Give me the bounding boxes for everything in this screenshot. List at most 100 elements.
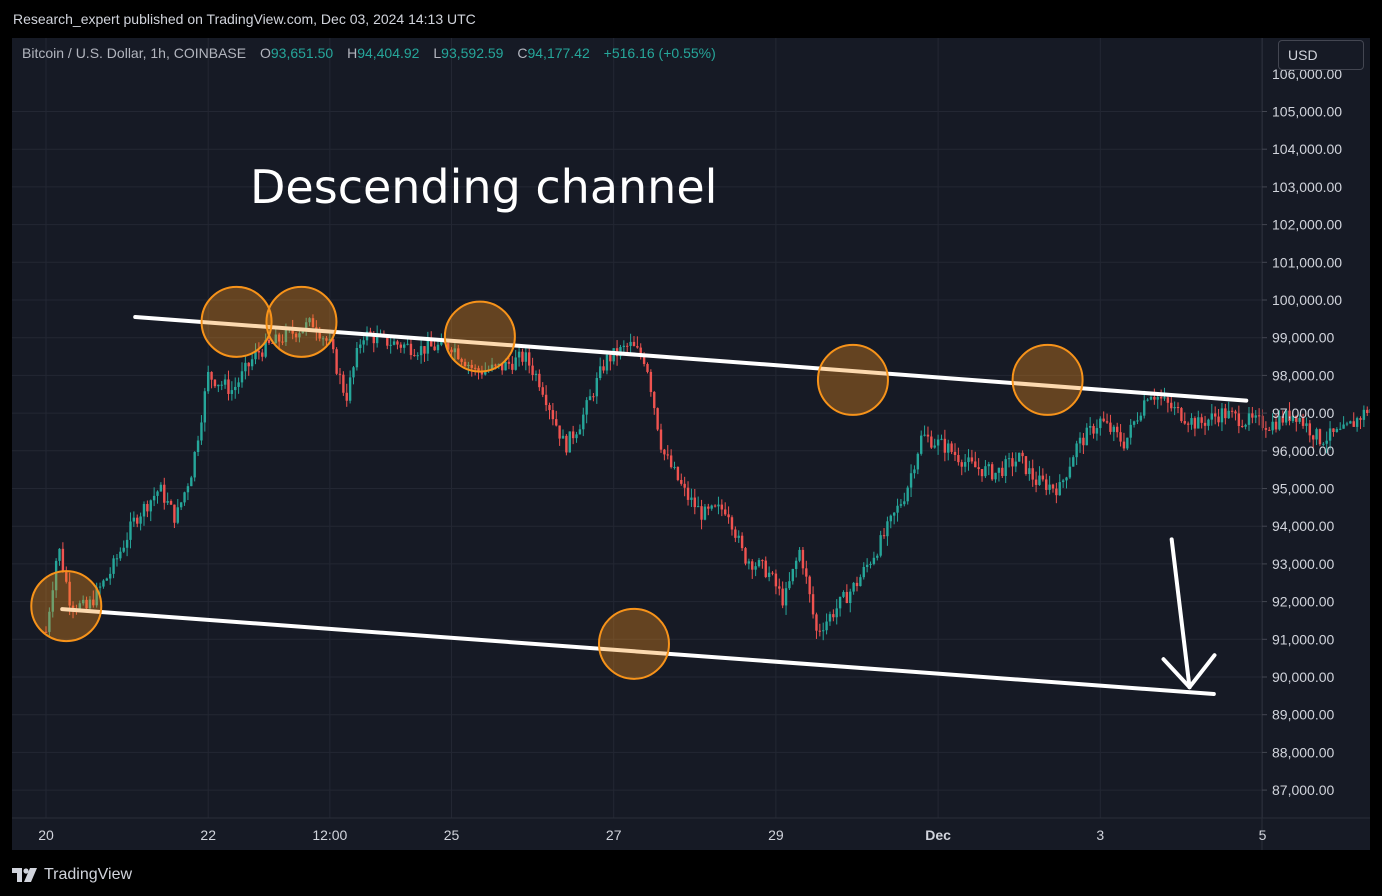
candle <box>436 341 440 354</box>
candle <box>342 371 345 396</box>
candle <box>778 578 781 596</box>
candle <box>1085 423 1088 446</box>
candle <box>406 338 409 346</box>
candle <box>686 481 690 506</box>
candle <box>653 390 656 415</box>
candle <box>1203 415 1207 435</box>
candle <box>852 581 855 595</box>
candle <box>1339 422 1342 431</box>
candle <box>1241 419 1244 428</box>
candle <box>359 339 362 354</box>
time-tick-label: 5 <box>1259 827 1267 843</box>
touch-circle-4 <box>443 300 516 373</box>
candle <box>1366 406 1369 416</box>
candle <box>832 609 835 622</box>
candle <box>129 512 132 549</box>
candle <box>149 499 152 522</box>
publish-info: Research_expert published on TradingView… <box>13 11 476 27</box>
candle <box>690 488 693 507</box>
candle <box>1342 416 1345 429</box>
candle <box>61 542 65 573</box>
candle <box>808 575 811 603</box>
candle <box>798 547 801 563</box>
candle <box>1200 413 1203 429</box>
candle <box>957 447 960 466</box>
candle <box>1210 403 1214 426</box>
tradingview-logo[interactable]: TradingView <box>12 866 132 884</box>
candle <box>899 499 903 508</box>
price-tick-label: 99,000.00 <box>1272 330 1334 346</box>
candle <box>531 357 534 381</box>
candle <box>612 348 615 365</box>
candle <box>578 424 582 435</box>
candle <box>1268 426 1271 432</box>
candle <box>1068 457 1072 479</box>
candle <box>1146 398 1149 402</box>
candle <box>818 623 822 637</box>
candle <box>845 584 849 604</box>
candle <box>960 459 963 476</box>
candle <box>815 612 818 639</box>
candle <box>362 336 365 353</box>
candle <box>345 383 348 407</box>
candle <box>730 515 734 536</box>
candle <box>1345 421 1349 427</box>
candle <box>264 333 267 359</box>
candle <box>1359 416 1362 430</box>
grid <box>12 38 1263 818</box>
candle <box>1318 428 1322 447</box>
candle <box>1274 413 1278 433</box>
candle <box>44 626 48 634</box>
candle <box>186 483 190 501</box>
candle <box>1183 412 1186 425</box>
candle <box>767 566 771 582</box>
time-tick-label: 29 <box>768 827 784 843</box>
open-label: O <box>259 45 271 61</box>
candle <box>176 499 179 525</box>
price-axis[interactable]: 87,000.00 88,000.00 89,000.00 90,000.00 91,0… <box>1261 38 1342 850</box>
candle <box>352 366 355 385</box>
touch-circle-5 <box>597 607 670 680</box>
candle <box>1244 423 1247 430</box>
candle <box>872 551 876 566</box>
candle <box>190 475 193 487</box>
candle <box>203 387 207 432</box>
open-value: 93,651.50 <box>270 45 334 61</box>
candle <box>761 559 764 569</box>
candles <box>44 314 1370 641</box>
candle <box>592 393 595 402</box>
chart-panel[interactable]: 87,000.00 88,000.00 89,000.00 90,000.00 91,0… <box>12 38 1370 850</box>
candle <box>609 351 612 371</box>
price-tick-label: 97,000.00 <box>1272 405 1334 421</box>
price-tick-label: 93,000.00 <box>1272 556 1334 572</box>
candle <box>632 336 636 347</box>
time-tick-label: 25 <box>444 827 460 843</box>
candle <box>402 342 406 354</box>
candle <box>906 485 909 505</box>
price-tick-label: 96,000.00 <box>1272 443 1334 459</box>
candle <box>1058 474 1061 496</box>
time-axis[interactable]: 20 22 12:00 25 27 29 Dec 3 5 <box>12 817 1370 843</box>
currency-button[interactable]: USD <box>1278 40 1364 70</box>
candle <box>163 477 166 510</box>
candle <box>920 430 923 456</box>
candle <box>156 490 159 504</box>
candle <box>196 435 200 457</box>
candle <box>1190 413 1193 430</box>
candle <box>1011 452 1014 477</box>
candle <box>223 374 227 389</box>
candle <box>102 579 105 589</box>
candle <box>1018 452 1021 462</box>
candle <box>473 364 477 376</box>
price-chart[interactable]: 87,000.00 88,000.00 89,000.00 90,000.00 91,0… <box>12 38 1370 850</box>
candle <box>1034 471 1038 493</box>
candle <box>717 496 720 515</box>
candle <box>754 562 757 577</box>
time-tick-label: 27 <box>606 827 622 843</box>
candle <box>109 567 112 585</box>
candle <box>828 611 832 626</box>
candle <box>963 454 967 473</box>
candle <box>565 434 568 456</box>
candle <box>48 607 51 637</box>
candle <box>304 317 308 336</box>
